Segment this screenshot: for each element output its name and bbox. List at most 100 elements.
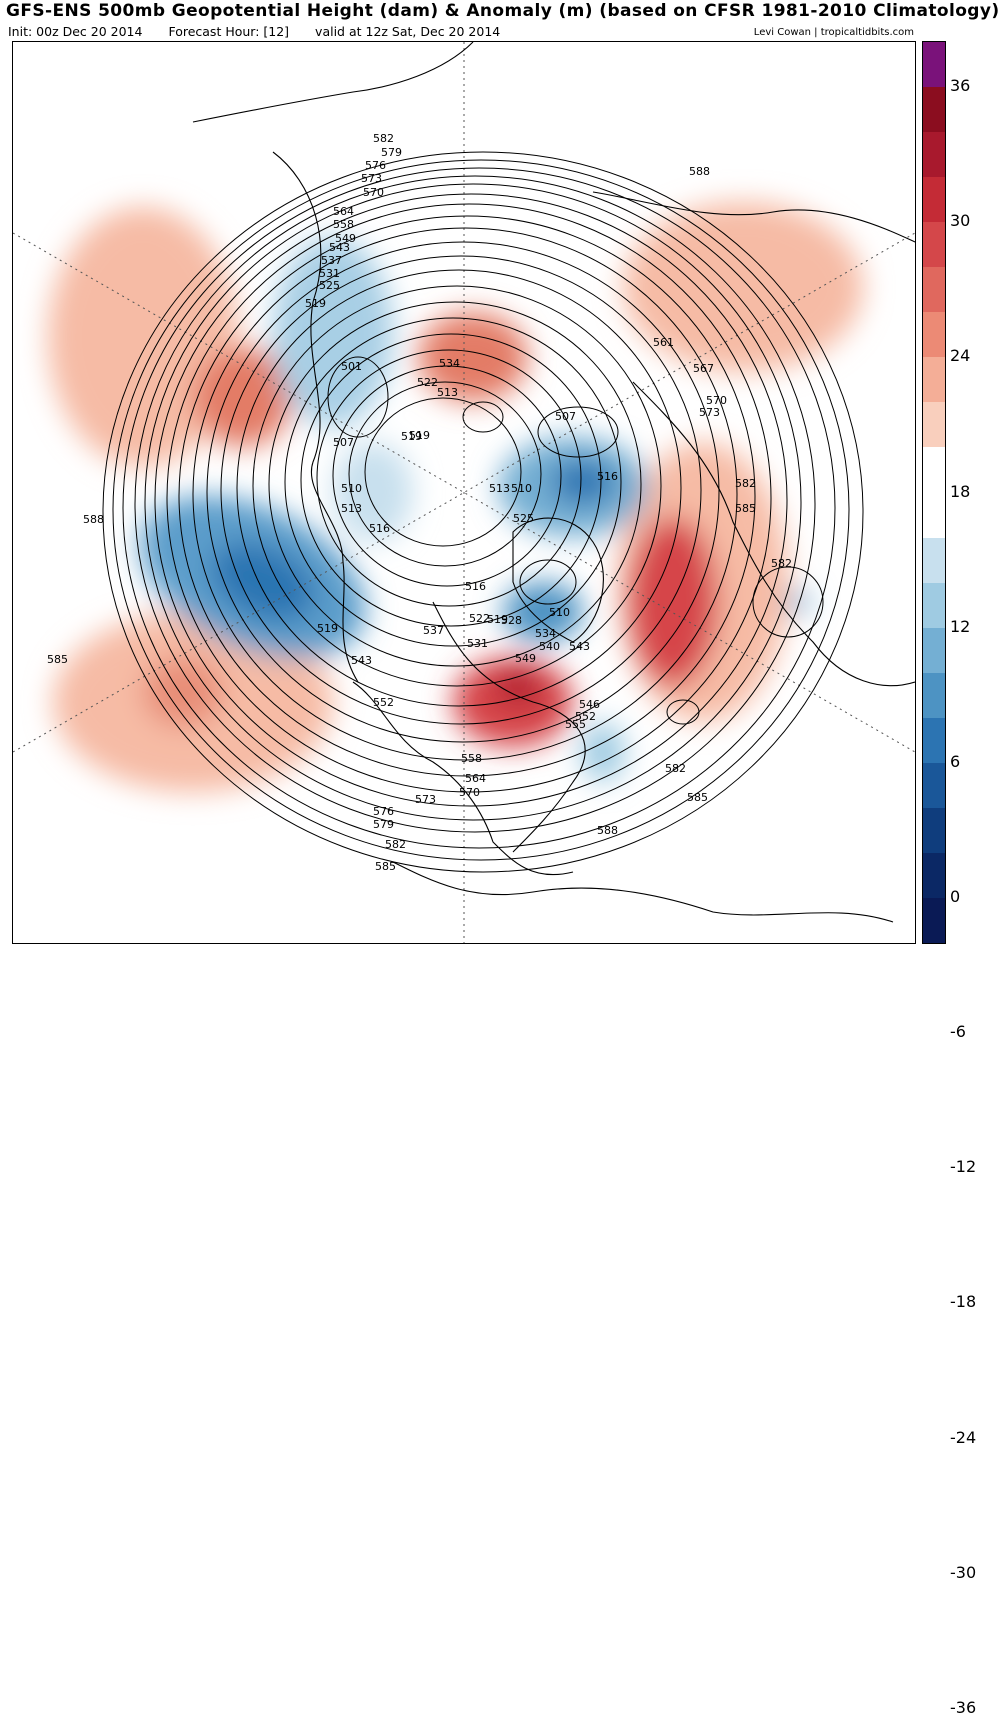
forecast-hour: Forecast Hour: [12]	[168, 24, 290, 39]
colorbar-segment	[923, 177, 945, 223]
init-time: Init: 00z Dec 20 2014	[8, 24, 143, 39]
subtitle: Init: 00z Dec 20 2014 Forecast Hour: [12…	[8, 24, 522, 39]
colorbar-tick-label: -36	[950, 1697, 977, 1717]
coastline-greenland	[512, 517, 604, 643]
contour-label: 549	[335, 232, 356, 245]
contour-552	[252, 285, 662, 687]
positive-core-pacific	[193, 347, 293, 447]
coastline-europe-north	[592, 191, 915, 243]
contour-label: 588	[83, 513, 104, 526]
colorbar-segment	[923, 672, 945, 719]
height-contours	[102, 151, 864, 873]
contour-579	[134, 175, 816, 833]
colorbar-segment	[923, 222, 945, 268]
contour-label: 561	[653, 336, 674, 349]
colorbar-segment	[923, 402, 945, 448]
contour-label: 510	[549, 606, 570, 619]
contour-label: 531	[467, 637, 488, 650]
contour-label: 522	[417, 376, 438, 389]
coastline-north-america-west	[352, 681, 574, 876]
contour-label: 555	[565, 718, 586, 731]
contour-label: 552	[373, 696, 394, 709]
contour-label: 564	[465, 772, 486, 785]
positive-core-atlantic	[628, 517, 718, 687]
negative-core-arctic	[551, 460, 615, 504]
contour-low-507	[537, 406, 619, 458]
contour-label: 543	[351, 654, 372, 667]
contour-label: 585	[687, 791, 708, 804]
contour-label: 576	[373, 805, 394, 818]
colorbar-tick-label: -18	[950, 1292, 977, 1312]
contour-label: 579	[381, 146, 402, 159]
contour-label: 507	[333, 436, 354, 449]
contour-label: 579	[373, 818, 394, 831]
colorbar-segment	[923, 87, 945, 133]
contour-label: 516	[369, 522, 390, 535]
anomaly-shading	[48, 202, 863, 792]
contour-543	[300, 333, 602, 627]
coastlines	[192, 42, 915, 923]
contour-573	[154, 193, 788, 807]
contour-561	[206, 241, 720, 743]
contour-label: 534	[535, 627, 556, 640]
contour-label: 519	[401, 430, 422, 443]
colorbar-segment	[923, 312, 945, 358]
colorbar-tick-label: 0	[950, 886, 961, 906]
contour-588	[102, 151, 864, 873]
contour-label: 582	[771, 557, 792, 570]
colorbar-tick-label: 12	[950, 616, 971, 636]
contour-low-greenland	[519, 559, 577, 605]
contour-label: 525	[513, 512, 534, 525]
negative-anomaly-europe	[786, 590, 810, 614]
contour-585	[112, 159, 850, 861]
contour-label: 516	[465, 580, 486, 593]
contour-label: 585	[735, 502, 756, 515]
colorbar-segment	[923, 42, 945, 88]
contour-label: 510	[341, 482, 362, 495]
colorbar-segment	[923, 897, 945, 943]
contour-label: 537	[321, 254, 342, 267]
contour-label: 570	[706, 394, 727, 407]
credit: Levi Cowan | tropicaltidbits.com	[753, 27, 914, 38]
contour-label: 552	[575, 710, 596, 723]
contour-label: 546	[579, 698, 600, 711]
colorbar-segment	[923, 447, 945, 493]
colorbar-segment	[923, 807, 945, 854]
contour-555	[236, 269, 682, 707]
contour-label: 516	[597, 470, 618, 483]
contour-label: 543	[569, 640, 590, 653]
contour-label: 513	[341, 502, 362, 515]
map-svg: 588 582 579 576 573 570 564 558 549 543 …	[13, 42, 915, 943]
contour-534	[348, 381, 542, 567]
coastline-asia-east	[272, 151, 359, 683]
contour-label: 558	[461, 752, 482, 765]
contour-label: 570	[363, 186, 384, 199]
colorbar-tick-label: -30	[950, 1562, 977, 1582]
colorbar-tick-label: 6	[950, 751, 961, 771]
contour-label: 519	[409, 429, 430, 442]
contour-label: 513	[437, 386, 458, 399]
contour-549	[268, 301, 642, 667]
contour-label: 588	[689, 165, 710, 178]
contour-label: 537	[423, 624, 444, 637]
contour-label: 510	[511, 482, 532, 495]
contour-label: 576	[365, 159, 386, 172]
contour-closed-582	[752, 566, 824, 638]
colorbar-tick-label: 36	[950, 76, 971, 96]
negative-anomaly-east-siberia	[333, 442, 413, 542]
contour-label: 519	[305, 297, 326, 310]
contour-label: 531	[319, 267, 340, 280]
colorbar-segment	[923, 492, 945, 539]
contour-labels: 588 582 579 576 573 570 564 558 549 543 …	[47, 132, 792, 873]
colorbar-segment	[923, 717, 945, 764]
contour-label: 519	[487, 613, 508, 626]
contour-label: 582	[665, 762, 686, 775]
contour-label: 525	[319, 279, 340, 292]
colorbar-tick-label: -6	[950, 1022, 966, 1042]
colorbar-segment	[923, 132, 945, 178]
colorbar-tick-label: 30	[950, 211, 971, 231]
colorbar-tick-label: -12	[950, 1157, 977, 1177]
positive-max-canada	[496, 669, 540, 705]
contour-label: 540	[539, 640, 560, 653]
contour-label: 585	[47, 653, 68, 666]
